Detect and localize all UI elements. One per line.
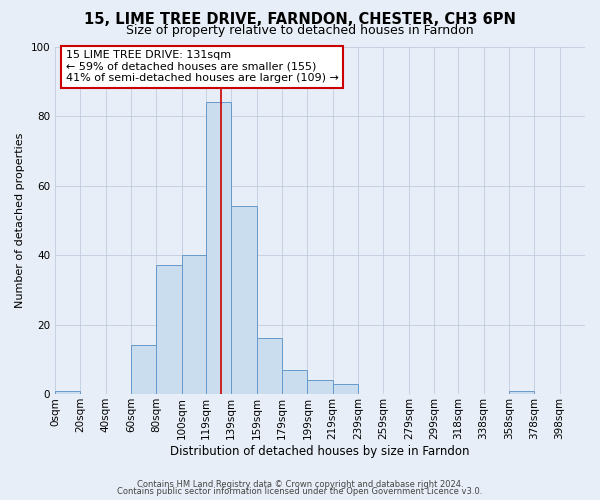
Bar xyxy=(157,266,182,394)
Bar xyxy=(206,102,231,394)
Bar xyxy=(182,255,206,394)
Y-axis label: Number of detached properties: Number of detached properties xyxy=(15,132,25,308)
Text: 15, LIME TREE DRIVE, FARNDON, CHESTER, CH3 6PN: 15, LIME TREE DRIVE, FARNDON, CHESTER, C… xyxy=(84,12,516,28)
Text: Size of property relative to detached houses in Farndon: Size of property relative to detached ho… xyxy=(126,24,474,37)
Text: Contains public sector information licensed under the Open Government Licence v3: Contains public sector information licen… xyxy=(118,487,482,496)
Bar xyxy=(231,206,257,394)
Bar xyxy=(55,390,80,394)
Bar xyxy=(332,384,358,394)
Text: Contains HM Land Registry data © Crown copyright and database right 2024.: Contains HM Land Registry data © Crown c… xyxy=(137,480,463,489)
Bar xyxy=(307,380,332,394)
Bar xyxy=(282,370,307,394)
Bar xyxy=(509,390,534,394)
Bar xyxy=(257,338,282,394)
X-axis label: Distribution of detached houses by size in Farndon: Distribution of detached houses by size … xyxy=(170,444,470,458)
Bar xyxy=(131,346,157,394)
Text: 15 LIME TREE DRIVE: 131sqm
← 59% of detached houses are smaller (155)
41% of sem: 15 LIME TREE DRIVE: 131sqm ← 59% of deta… xyxy=(65,50,338,83)
